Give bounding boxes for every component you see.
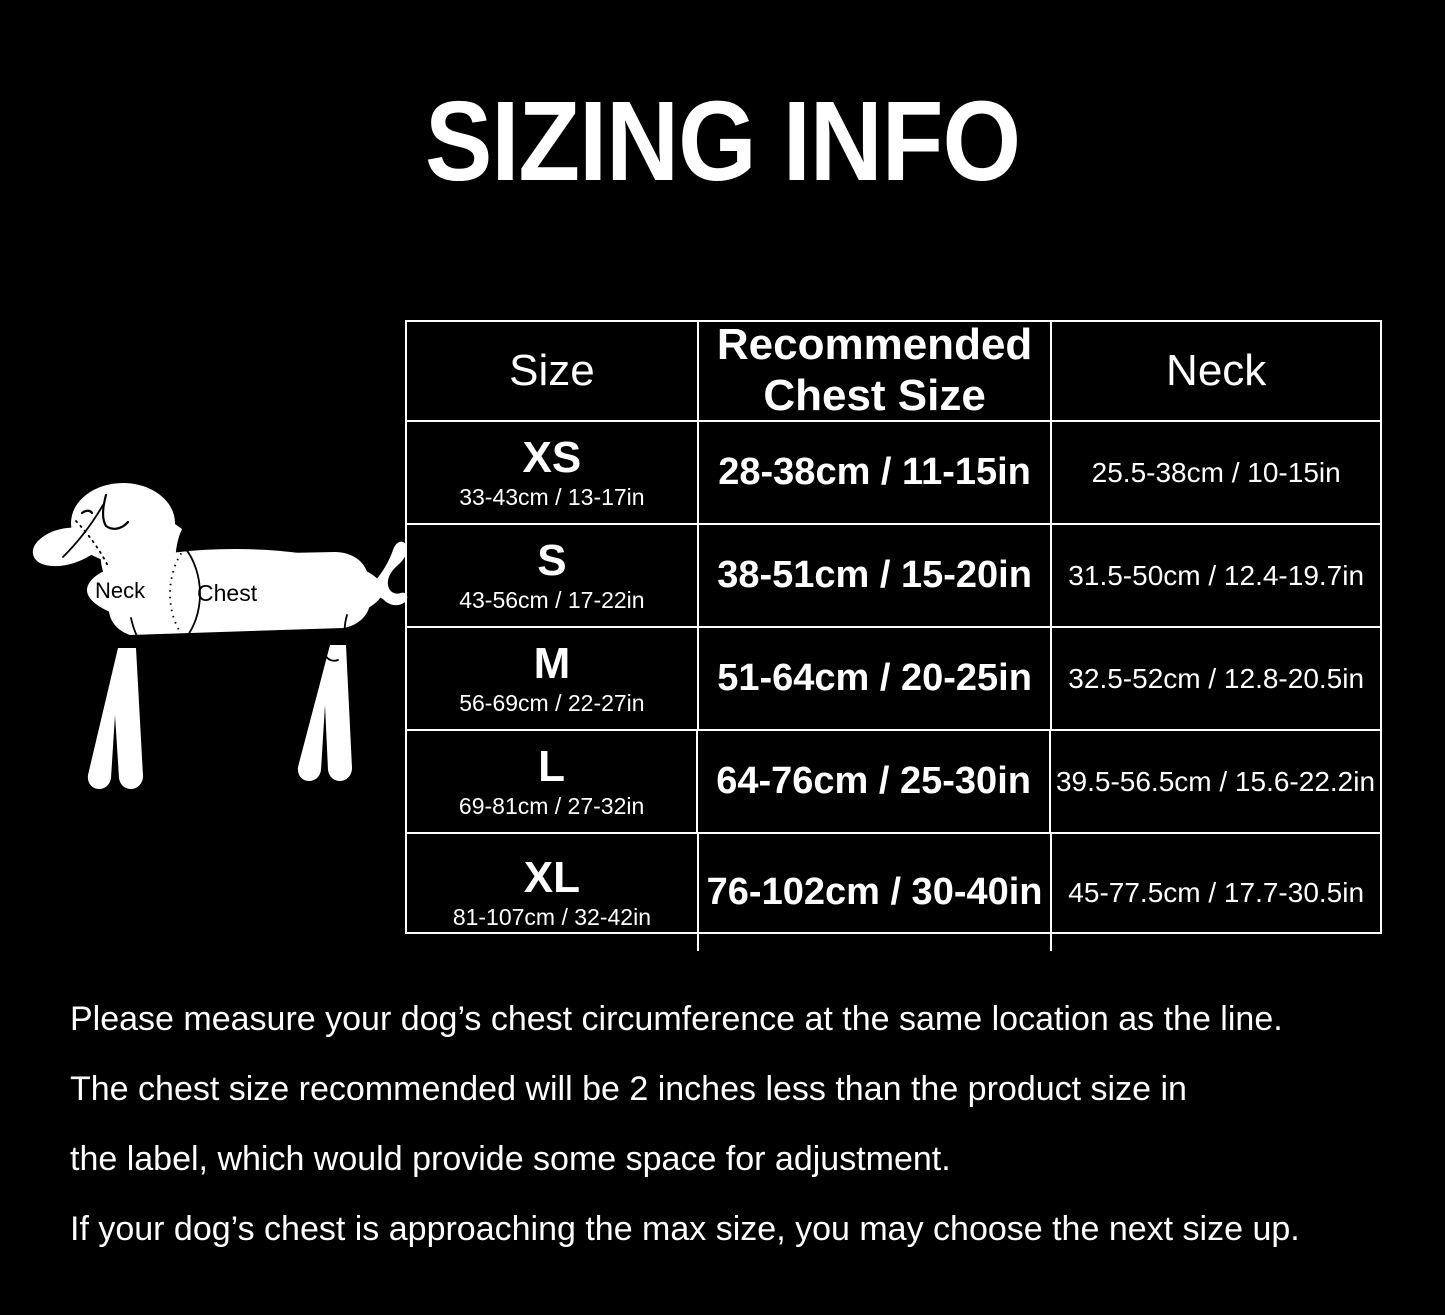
svg-text:Neck: Neck [95, 578, 146, 603]
svg-text:Chest: Chest [197, 580, 258, 606]
